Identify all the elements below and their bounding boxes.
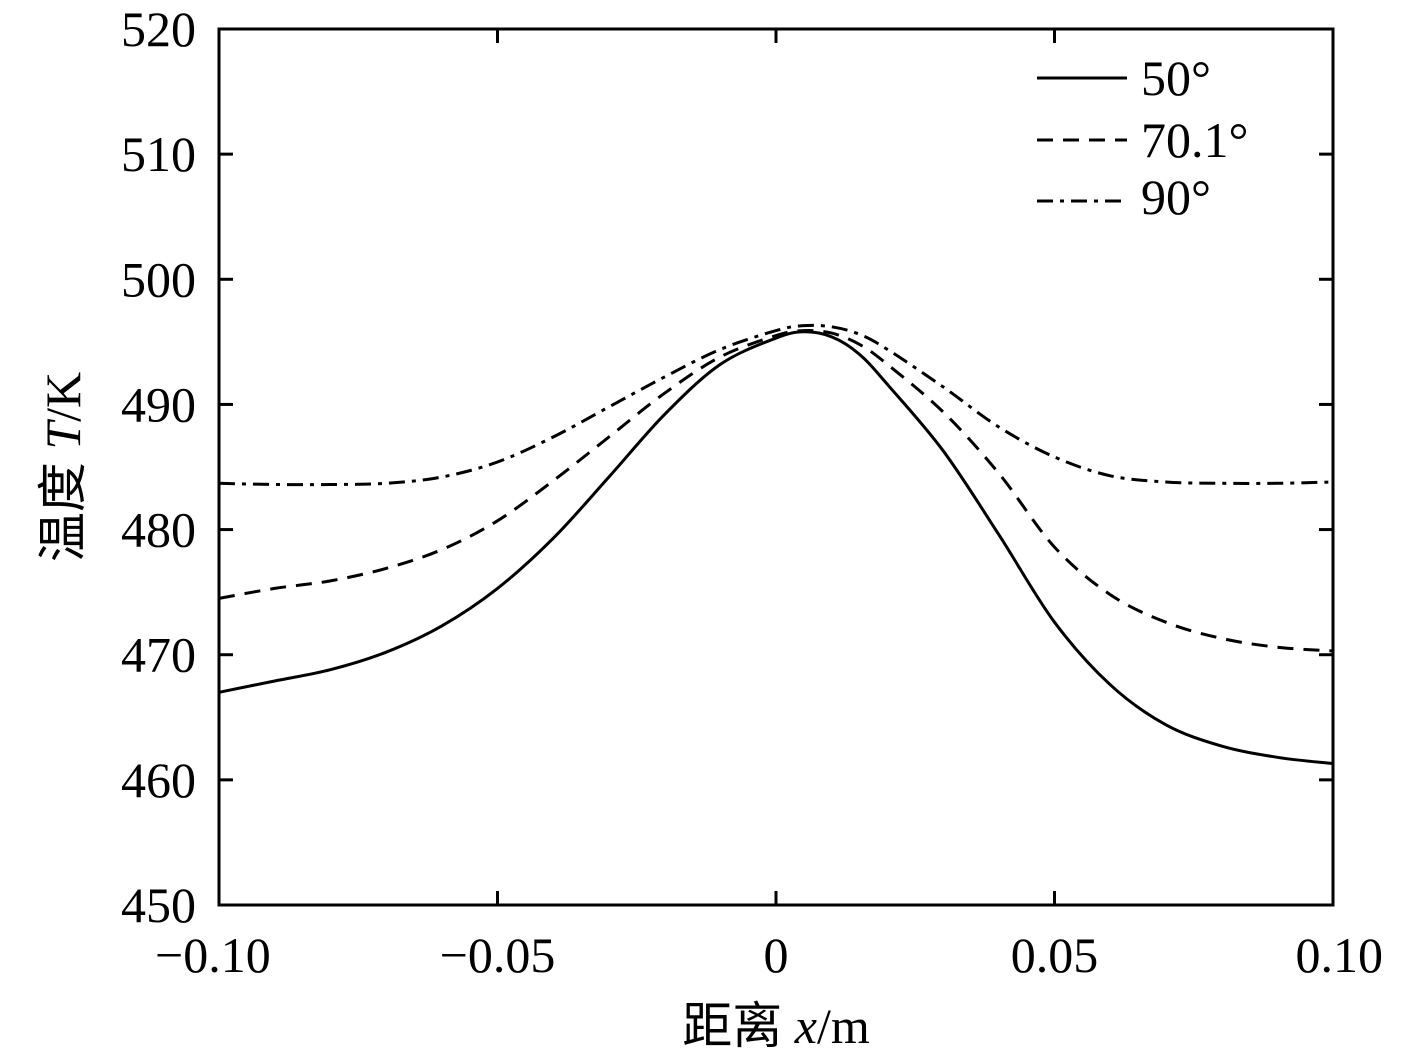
x-tick-label: 0.05 [1011, 927, 1099, 983]
x-axis-label-var: x [794, 998, 817, 1054]
y-tick-label: 510 [121, 126, 196, 182]
y-axis-label-prefix: 温度 [35, 450, 91, 563]
series-line-2 [218, 328, 1334, 653]
x-axis-label-unit: /m [817, 998, 870, 1054]
x-tick-label: 0 [764, 927, 789, 983]
y-tick-label: 500 [121, 251, 196, 307]
tick-layer: −0.10 −0.05 0 0.05 0.10 450 460 470 480 490 500 510… [121, 1, 1383, 983]
series-layer [218, 323, 1334, 766]
y-axis-label: 温度 T/K [35, 372, 91, 562]
y-axis-label-var: T [35, 419, 91, 450]
y-tick-label: 520 [121, 1, 196, 57]
y-tick-label: 470 [121, 627, 196, 683]
y-tick-label: 450 [121, 877, 196, 933]
x-tick-label: −0.05 [440, 927, 556, 983]
legend-label-70-1: 70.1° [1141, 112, 1249, 168]
legend-label-90: 90° [1141, 169, 1211, 225]
x-axis-label-prefix: 距离 [682, 998, 795, 1054]
series-line-3 [218, 323, 1334, 487]
x-tick-label: 0.10 [1296, 927, 1384, 983]
y-axis-label-unit: /K [35, 372, 91, 422]
series-line-1 [218, 330, 1334, 766]
x-tick-label: −0.10 [155, 927, 271, 983]
legend: 50° 70.1° 90° [1037, 50, 1249, 225]
x-axis-label: 距离 x/m [682, 998, 870, 1054]
y-tick-label: 460 [121, 752, 196, 808]
y-tick-label: 480 [121, 502, 196, 558]
y-tick-label: 490 [121, 376, 196, 432]
legend-label-50: 50° [1141, 50, 1211, 106]
